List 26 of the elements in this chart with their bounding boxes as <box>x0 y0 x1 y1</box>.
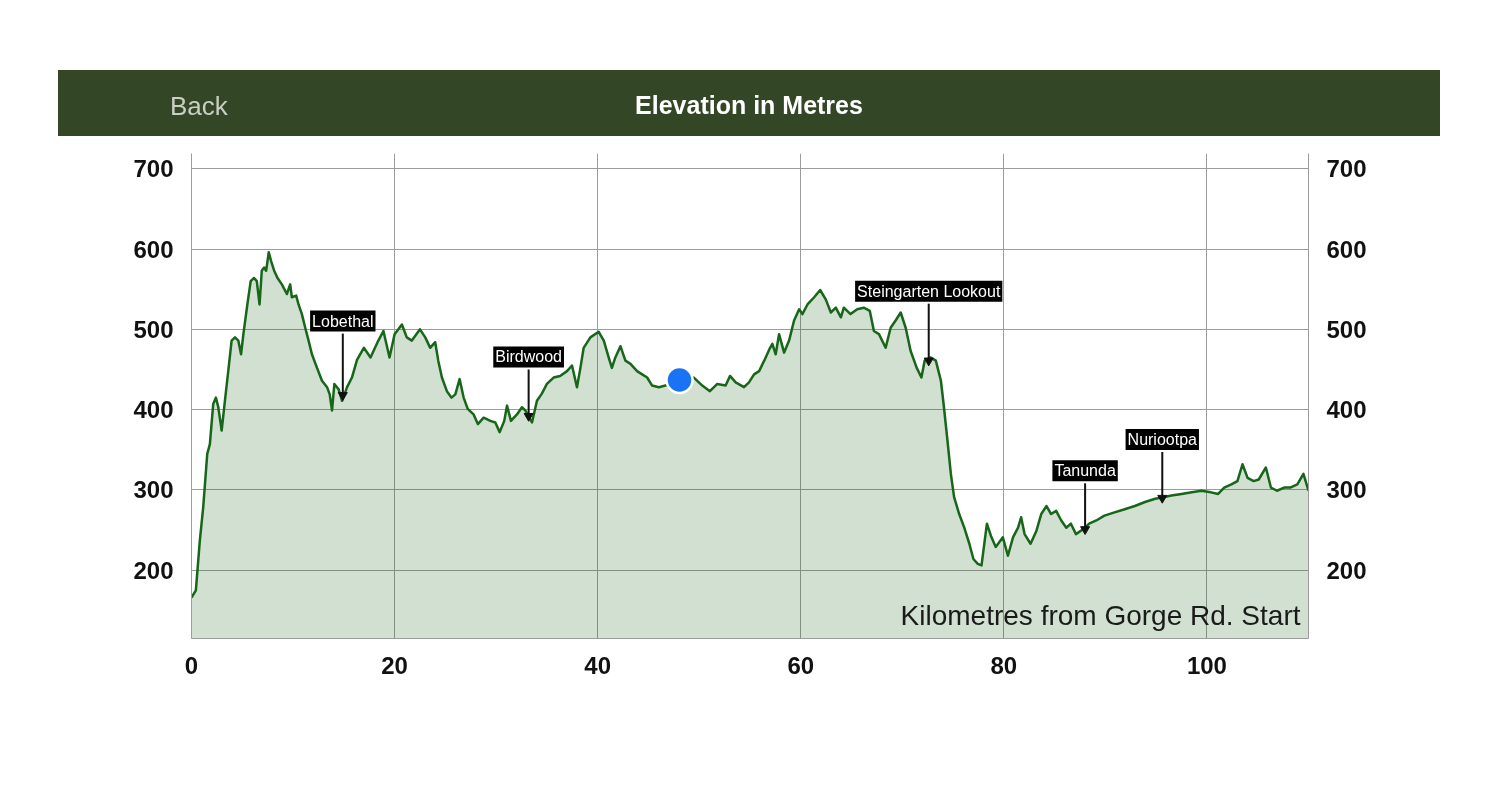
annotation: Lobethal <box>312 312 374 330</box>
text: Back <box>170 91 228 121</box>
annotation: Tanunda <box>1054 462 1116 480</box>
y2-tick-label: 500 <box>1326 315 1367 343</box>
x-tick-label: 60 <box>787 651 815 679</box>
x-tick-label: 100 <box>1186 651 1227 679</box>
y2-tick-label: 700 <box>1326 155 1367 183</box>
y-tick-label: 300 <box>133 476 174 504</box>
y2-tick-label: 300 <box>1326 476 1367 504</box>
annotation: Steingarten Lookout <box>857 282 1001 300</box>
x-tick-label: 20 <box>381 651 408 679</box>
y-tick-label: 700 <box>133 155 174 183</box>
y2-tick-label: 400 <box>1326 396 1367 424</box>
x-tick-label: 0 <box>184 651 199 679</box>
y-tick-label: 500 <box>133 315 174 343</box>
x-tick-label: 80 <box>990 651 1018 679</box>
y-tick-label: 400 <box>133 396 174 424</box>
y-tick-label: 200 <box>133 556 174 584</box>
x-tick-label: 40 <box>584 651 612 679</box>
x-axis-title: Kilometres from Gorge Rd. Start <box>900 599 1301 631</box>
y2-tick-label: 600 <box>1326 235 1367 263</box>
annotation: Birdwood <box>495 348 562 366</box>
chart-title: Elevation in Metres <box>635 91 863 119</box>
annotation: Nuriootpa <box>1127 430 1198 448</box>
y-tick-label: 600 <box>133 235 174 263</box>
y2-tick-label: 200 <box>1326 556 1367 584</box>
